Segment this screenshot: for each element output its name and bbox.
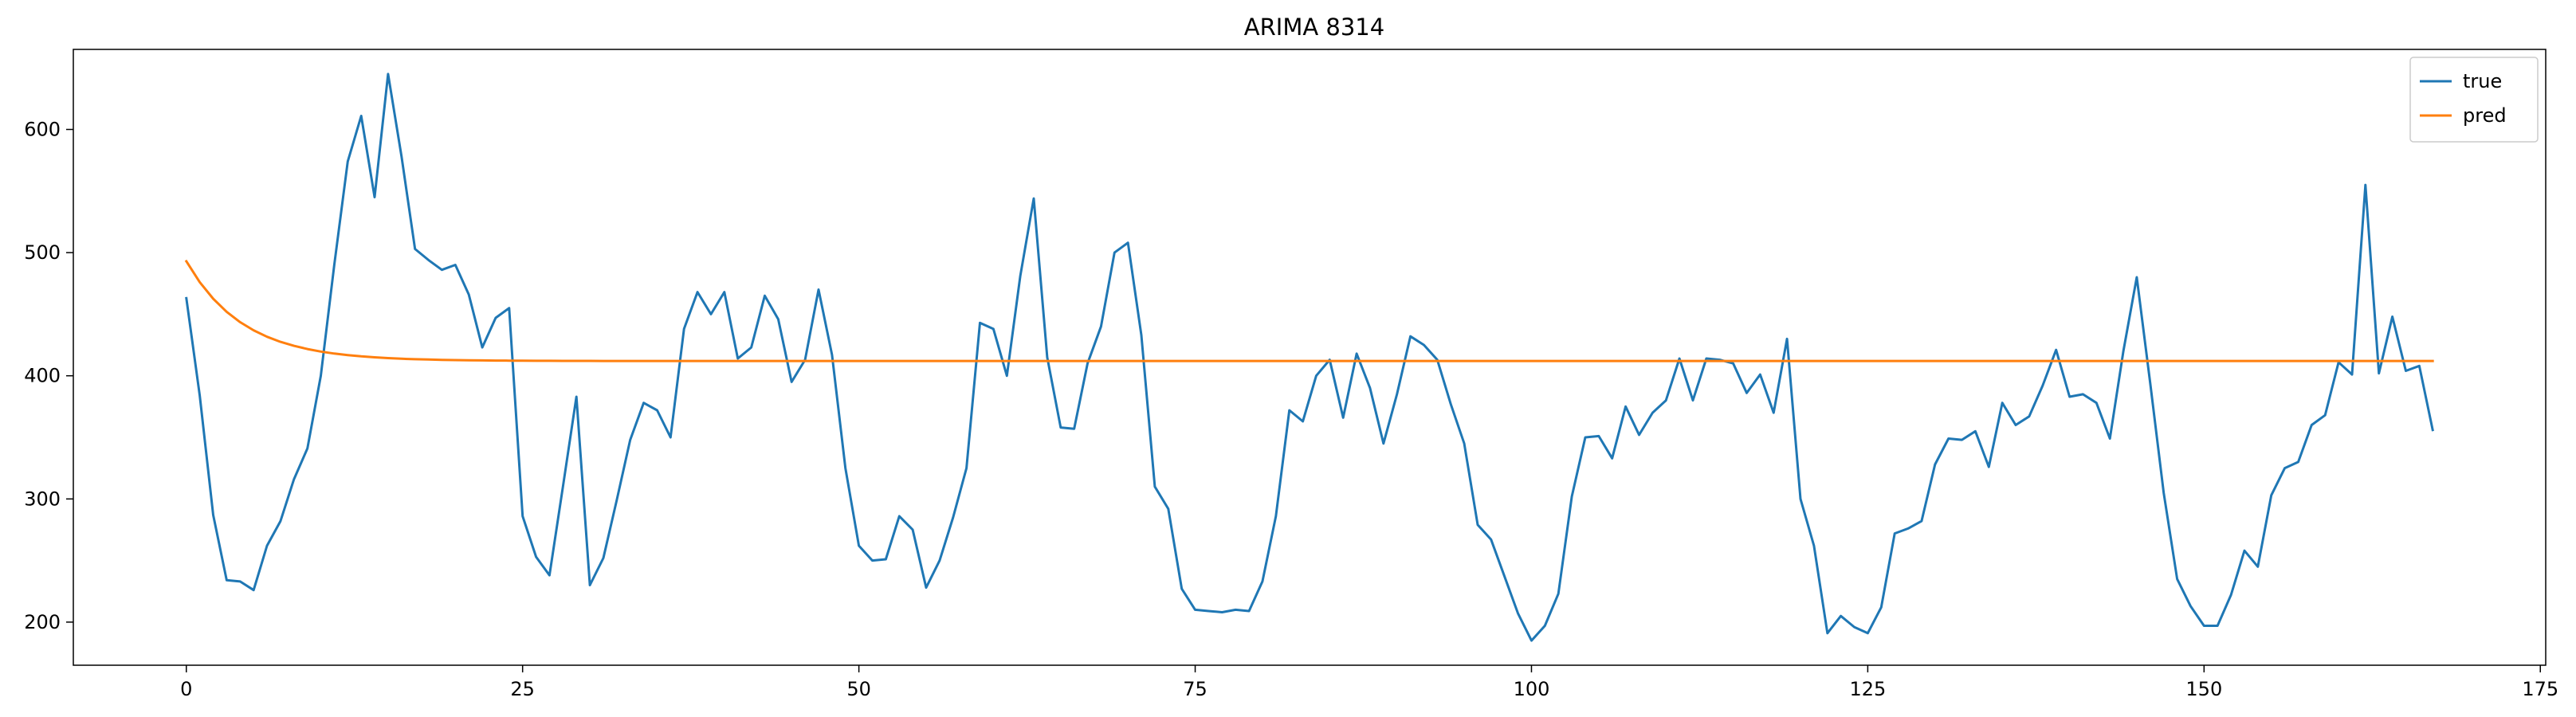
x-tick-label: 125: [1849, 678, 1886, 700]
x-tick-label: 50: [846, 678, 871, 700]
axis-ticks: 0 25 50 75 100 125 150 175 200 300 400 500 600: [24, 118, 2558, 700]
legend-box: [2409, 57, 2539, 143]
x-tick-label: 25: [510, 678, 535, 700]
y-tick-label: 600: [24, 118, 61, 140]
y-tick-label: 300: [24, 488, 61, 510]
series-line-pred: [184, 259, 2434, 362]
x-tick-label: 150: [2185, 678, 2222, 700]
legend-label-true: true: [2463, 70, 2502, 92]
x-tick-label: 100: [1514, 678, 1550, 700]
y-tick-label: 200: [24, 611, 61, 633]
axes-frame: [73, 49, 2547, 666]
y-tick-label: 400: [24, 365, 61, 387]
legend: true pred: [2409, 57, 2539, 143]
legend-label-pred: pred: [2463, 104, 2507, 127]
chart-title: ARIMA 8314: [1244, 14, 1384, 41]
x-tick-label: 0: [180, 678, 192, 700]
x-tick-label: 175: [2522, 678, 2558, 700]
x-tick-label: 75: [1183, 678, 1208, 700]
y-tick-label: 500: [24, 241, 61, 264]
plot-lines: [184, 72, 2434, 642]
series-line-true: [185, 72, 2434, 642]
